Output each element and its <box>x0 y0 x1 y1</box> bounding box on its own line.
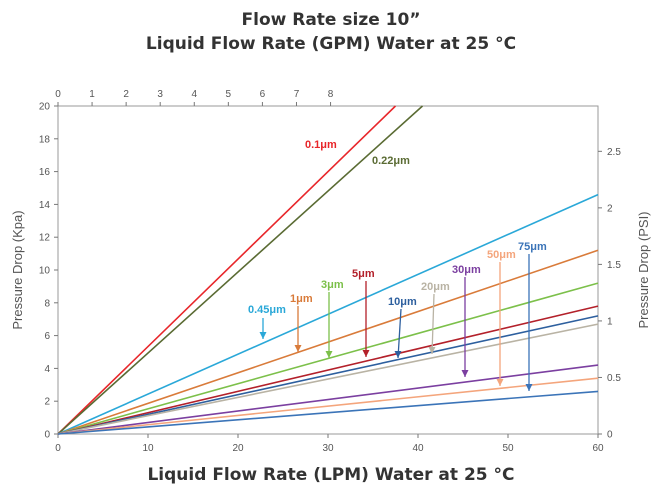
y-tick-label: 16 <box>39 167 51 178</box>
x-tick-label: 20 <box>232 443 244 454</box>
annotation-arrowhead-045um <box>259 332 267 339</box>
series-line-01um <box>57 105 397 435</box>
ticks-layer: 0 10 20 30 40 50 600 1 2 3 4 5 6 7 8024681012141618200… <box>39 89 621 454</box>
annotation-arrowhead-5um <box>362 350 370 357</box>
y2-tick-label: 0 <box>607 430 613 441</box>
y2-tick-label: 2.5 <box>607 147 621 158</box>
y-tick-label: 10 <box>39 266 51 277</box>
x2-tick-label: 5 <box>226 89 232 100</box>
annotation-label-01um: 0.1μm <box>305 139 337 151</box>
series-line-5um <box>57 305 599 435</box>
y-tick-label: 0 <box>44 430 50 441</box>
series-lines <box>57 105 599 435</box>
y-tick-label: 4 <box>44 364 50 375</box>
annotation-label-10um: 10μm <box>388 296 417 308</box>
x2-tick-label: 6 <box>260 89 266 100</box>
annotation-label-5um: 5μm <box>352 268 375 280</box>
y-tick-label: 2 <box>44 397 50 408</box>
annotation-label-20um: 20μm <box>421 281 450 293</box>
series-line-3um <box>57 282 599 435</box>
annotation-arrowhead-50um <box>496 379 504 386</box>
plot-svg: 0 10 20 30 40 50 600 1 2 3 4 5 6 7 8024681012141618200… <box>10 89 651 454</box>
y-tick-label: 8 <box>44 298 50 309</box>
series-line-20um <box>57 323 599 435</box>
y-tick-label: 18 <box>39 134 51 145</box>
annotation-label-75um: 75μm <box>518 241 547 253</box>
x-tick-label: 30 <box>322 443 334 454</box>
annotation-label-3um: 3μm <box>321 279 344 291</box>
x2-tick-label: 2 <box>123 89 129 100</box>
annotation-arrowhead-10um <box>394 351 402 358</box>
series-line-10um <box>57 315 599 435</box>
x-tick-label: 50 <box>502 443 514 454</box>
y-tick-label: 12 <box>39 233 51 244</box>
y2-tick-label: 2 <box>607 203 613 214</box>
y2-tick-label: 0.5 <box>607 373 621 384</box>
annotation-label-045um: 0.45μm <box>248 304 286 316</box>
y2-tick-label: 1.5 <box>607 260 621 271</box>
y-tick-label: 14 <box>39 200 51 211</box>
x2-tick-label: 1 <box>89 89 95 100</box>
annotation-label-50um: 50μm <box>487 249 516 261</box>
annotation-arrowhead-30um <box>461 370 469 377</box>
y-tick-label: 6 <box>44 331 50 342</box>
annotation-arrowhead-1um <box>294 345 302 352</box>
annotation-arrowhead-20um <box>428 347 436 354</box>
y-axis-left-label: Pressure Drop (Kpa) <box>10 210 25 329</box>
series-line-50um <box>57 377 599 435</box>
x2-tick-label: 7 <box>294 89 300 100</box>
annotation-label-1um: 1μm <box>290 293 313 305</box>
annotation-arrow-10um <box>397 308 402 359</box>
series-line-022um <box>57 105 424 435</box>
x2-tick-label: 4 <box>191 89 197 100</box>
annotation-label-022um: 0.22μm <box>372 155 410 167</box>
annotation-arrow-20um <box>431 293 435 355</box>
series-line-1um <box>57 249 599 435</box>
x-tick-label: 0 <box>55 443 61 454</box>
x2-tick-label: 8 <box>328 89 334 100</box>
chart-subtitle: Liquid Flow Rate (GPM) Water at 25 °C <box>145 34 517 54</box>
plot-area <box>57 105 599 435</box>
chart-title: Flow Rate size 10” <box>241 10 421 30</box>
series-line-75um <box>57 390 599 435</box>
y-tick-label: 20 <box>39 102 51 113</box>
x-tick-label: 10 <box>142 443 154 454</box>
y-axis-right-label: Pressure Drop (PSI) <box>636 211 651 328</box>
x-axis-label: Liquid Flow Rate (LPM) Water at 25 °C <box>147 465 515 485</box>
x2-tick-label: 0 <box>55 89 61 100</box>
series-line-045um <box>57 193 599 435</box>
x2-tick-label: 3 <box>157 89 163 100</box>
annotation-arrowhead-3um <box>325 351 333 358</box>
y2-tick-label: 1 <box>607 316 613 327</box>
series-line-30um <box>57 364 599 435</box>
x-tick-label: 40 <box>412 443 424 454</box>
x-tick-label: 60 <box>592 443 604 454</box>
annotation-label-30um: 30μm <box>452 264 481 276</box>
annotation-arrowhead-75um <box>525 384 533 391</box>
